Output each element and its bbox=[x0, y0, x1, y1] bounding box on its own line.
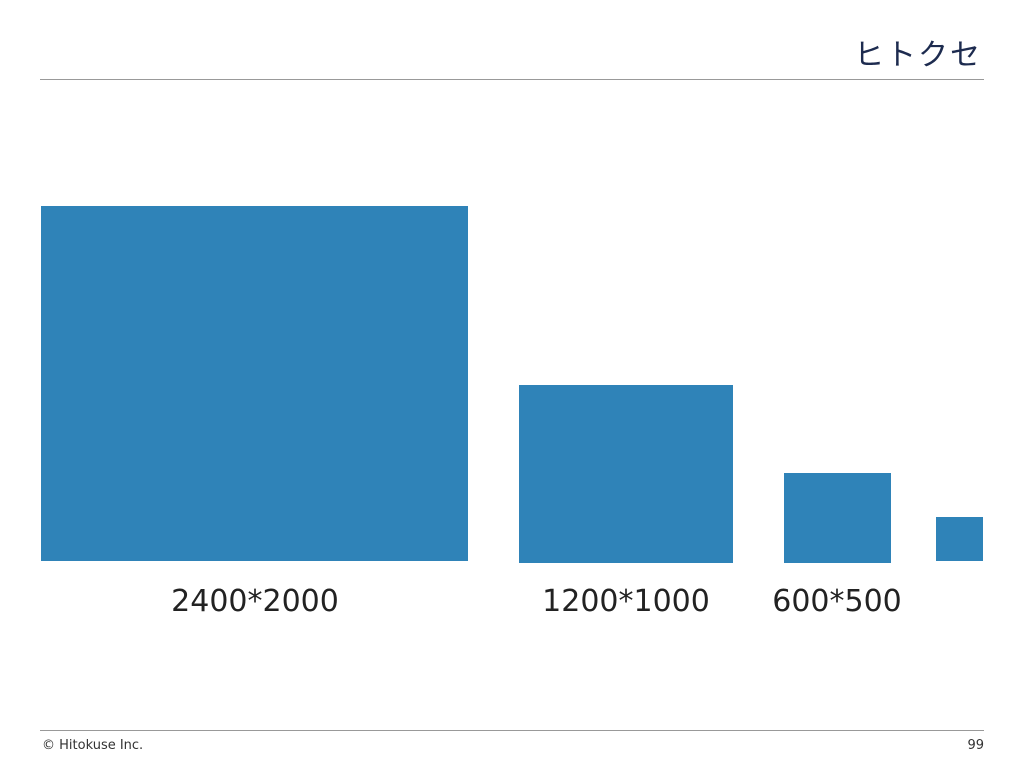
image-label: 1200*1000 bbox=[542, 584, 710, 619]
image-label: 600*500 bbox=[772, 584, 902, 619]
image-small bbox=[784, 473, 891, 563]
image-medium bbox=[519, 385, 733, 563]
copyright: © Hitokuse Inc. bbox=[42, 738, 144, 753]
page-number: 99 bbox=[967, 738, 984, 753]
image-tiny bbox=[936, 517, 983, 561]
image-large bbox=[41, 206, 468, 561]
footer-rule bbox=[40, 730, 984, 731]
image-label: 2400*2000 bbox=[171, 584, 339, 619]
logo: ヒトクセ bbox=[854, 38, 982, 73]
header-rule bbox=[40, 79, 984, 80]
